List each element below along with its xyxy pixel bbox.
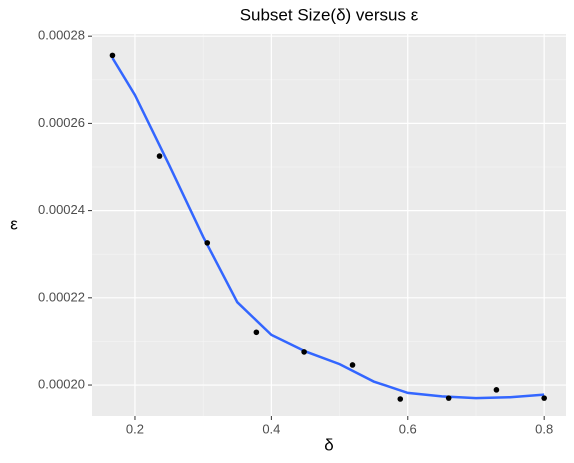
y-tick-label: 0.00024 <box>38 202 85 217</box>
point <box>397 396 404 402</box>
smooth-line <box>111 57 545 400</box>
point <box>541 395 547 401</box>
point <box>349 362 356 368</box>
x-axis-title: δ <box>324 435 333 454</box>
y-tick-label: 0.00022 <box>38 289 85 304</box>
point <box>493 387 500 393</box>
point <box>204 240 211 246</box>
panel <box>92 34 566 416</box>
point <box>445 395 452 401</box>
y-tick-label: 0.00026 <box>38 115 85 130</box>
x-tick-label: 0.6 <box>399 421 417 436</box>
point <box>253 329 260 336</box>
point <box>109 52 116 59</box>
x-tick-label: 0.2 <box>126 421 144 436</box>
x-tick-label: 0.8 <box>535 421 553 436</box>
y-tick-label: 0.00020 <box>38 376 85 391</box>
point <box>156 153 163 159</box>
point <box>301 349 307 355</box>
x-tick-label: 0.4 <box>262 421 280 436</box>
y-axis-title: ε <box>10 214 18 233</box>
y-tick-label: 0.00028 <box>38 28 85 43</box>
chart-title: Subset Size(δ) versus ε <box>240 5 419 24</box>
